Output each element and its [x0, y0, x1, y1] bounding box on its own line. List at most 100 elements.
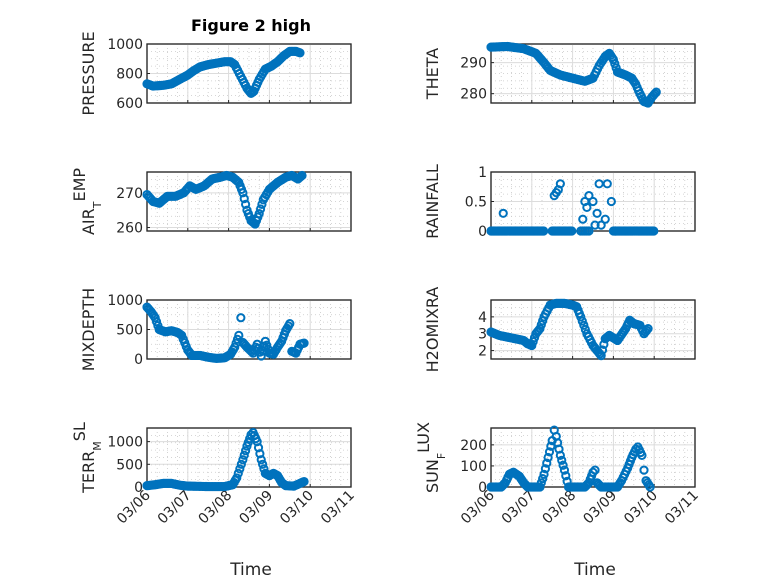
data-point	[543, 452, 553, 463]
y-axis-label: AIRTEMP	[70, 168, 104, 235]
data-point	[582, 202, 592, 212]
y-axis-label: PRESSURE	[79, 31, 98, 115]
data-point	[539, 226, 549, 236]
data-point	[577, 316, 587, 326]
data-point	[295, 48, 305, 58]
data-point	[238, 455, 248, 465]
y-axis-label: MIXDEPTH	[79, 288, 98, 371]
data-point	[639, 465, 649, 475]
axes-frame	[490, 427, 696, 488]
y-axis-label: THETA	[423, 48, 442, 100]
data-point	[567, 226, 577, 236]
data-point	[561, 471, 571, 481]
data-point	[239, 194, 249, 204]
y-tick-label: 4	[478, 310, 487, 326]
y-tick-label: 1000	[107, 37, 143, 53]
data-point	[602, 179, 612, 189]
y-tick-label: 3	[478, 327, 487, 343]
data-point	[233, 468, 243, 478]
subplot-pressure: 600 800 1000 PRESSURE	[79, 31, 352, 116]
y-tick-label: 600	[116, 96, 143, 112]
y-axis-label: SUNFLUX	[414, 422, 448, 493]
data-point	[596, 351, 606, 361]
data-point	[255, 204, 266, 214]
y-tick-label: 1000	[107, 293, 143, 309]
series-theta	[486, 41, 661, 108]
y-tick-label: 1000	[107, 435, 143, 451]
data-point	[539, 469, 549, 479]
data-point	[650, 89, 660, 99]
data-point	[241, 446, 251, 456]
y-tick-label: 500	[116, 323, 143, 339]
y-tick-label: 800	[116, 67, 143, 83]
x-axis-label-left: Time	[229, 560, 272, 580]
data-point	[557, 455, 567, 465]
data-point	[610, 226, 621, 236]
series-h2omixra	[486, 298, 653, 361]
data-point	[637, 450, 647, 460]
data-point	[555, 450, 565, 460]
series-terr_msl	[142, 427, 309, 492]
data-point	[558, 460, 568, 470]
data-point	[540, 464, 551, 474]
axes-frame	[146, 171, 352, 232]
series-sun_flux	[486, 425, 655, 492]
data-point	[535, 482, 545, 492]
data-point	[254, 209, 264, 219]
data-point	[297, 170, 307, 181]
data-point	[235, 464, 245, 474]
data-point	[546, 441, 556, 451]
y-axis-label: TERRMSL	[70, 422, 104, 494]
data-point	[232, 473, 242, 483]
data-point	[555, 179, 565, 189]
data-point	[597, 345, 608, 355]
data-point	[239, 450, 249, 460]
data-point	[498, 208, 508, 218]
data-point	[608, 54, 619, 65]
y-tick-label: 2	[478, 344, 487, 360]
subplot-theta: 280 290 THETA	[423, 41, 696, 108]
data-point	[579, 320, 589, 330]
data-point	[536, 478, 546, 488]
series-mixdepth	[142, 302, 309, 364]
data-point	[285, 319, 295, 329]
y-tick-label: 0	[478, 224, 487, 240]
data-point	[236, 313, 246, 323]
y-tick-label: 1	[478, 165, 487, 181]
data-point	[559, 465, 570, 475]
data-point	[643, 324, 653, 334]
data-point	[257, 199, 267, 209]
data-point	[256, 351, 266, 361]
y-tick-label: 0.5	[465, 195, 487, 211]
data-point	[258, 459, 268, 469]
y-tick-label: 100	[460, 459, 487, 475]
data-point	[651, 87, 661, 97]
data-point	[600, 214, 610, 224]
data-point	[584, 191, 594, 201]
series-air_temp	[142, 170, 307, 229]
data-point	[606, 196, 616, 207]
data-point	[580, 324, 590, 335]
series-rainfall	[486, 179, 659, 236]
y-tick-label: 280	[460, 87, 487, 103]
data-point	[590, 465, 600, 475]
data-point	[578, 214, 588, 224]
y-tick-label: 0	[134, 352, 143, 368]
axes-frame	[146, 427, 352, 488]
data-point	[299, 338, 309, 348]
data-point	[236, 459, 246, 469]
x-axis-label-right: Time	[573, 560, 616, 580]
data-point	[256, 455, 266, 465]
data-point	[645, 482, 655, 492]
figure-title: Figure 2 high	[191, 16, 311, 35]
subplot-mixdepth: 0 500 1000 MIXDEPTH	[79, 288, 352, 371]
data-point	[596, 220, 606, 230]
data-point	[542, 458, 552, 468]
axes-frame	[490, 43, 696, 104]
y-axis-label: H2OMIXRA	[423, 287, 442, 373]
subplot-h2omixra: 234 H2OMIXRA	[423, 287, 696, 373]
y-axis-label: RAINFALL	[423, 164, 442, 239]
y-tick-label: 270	[116, 186, 143, 202]
data-point	[544, 447, 555, 457]
